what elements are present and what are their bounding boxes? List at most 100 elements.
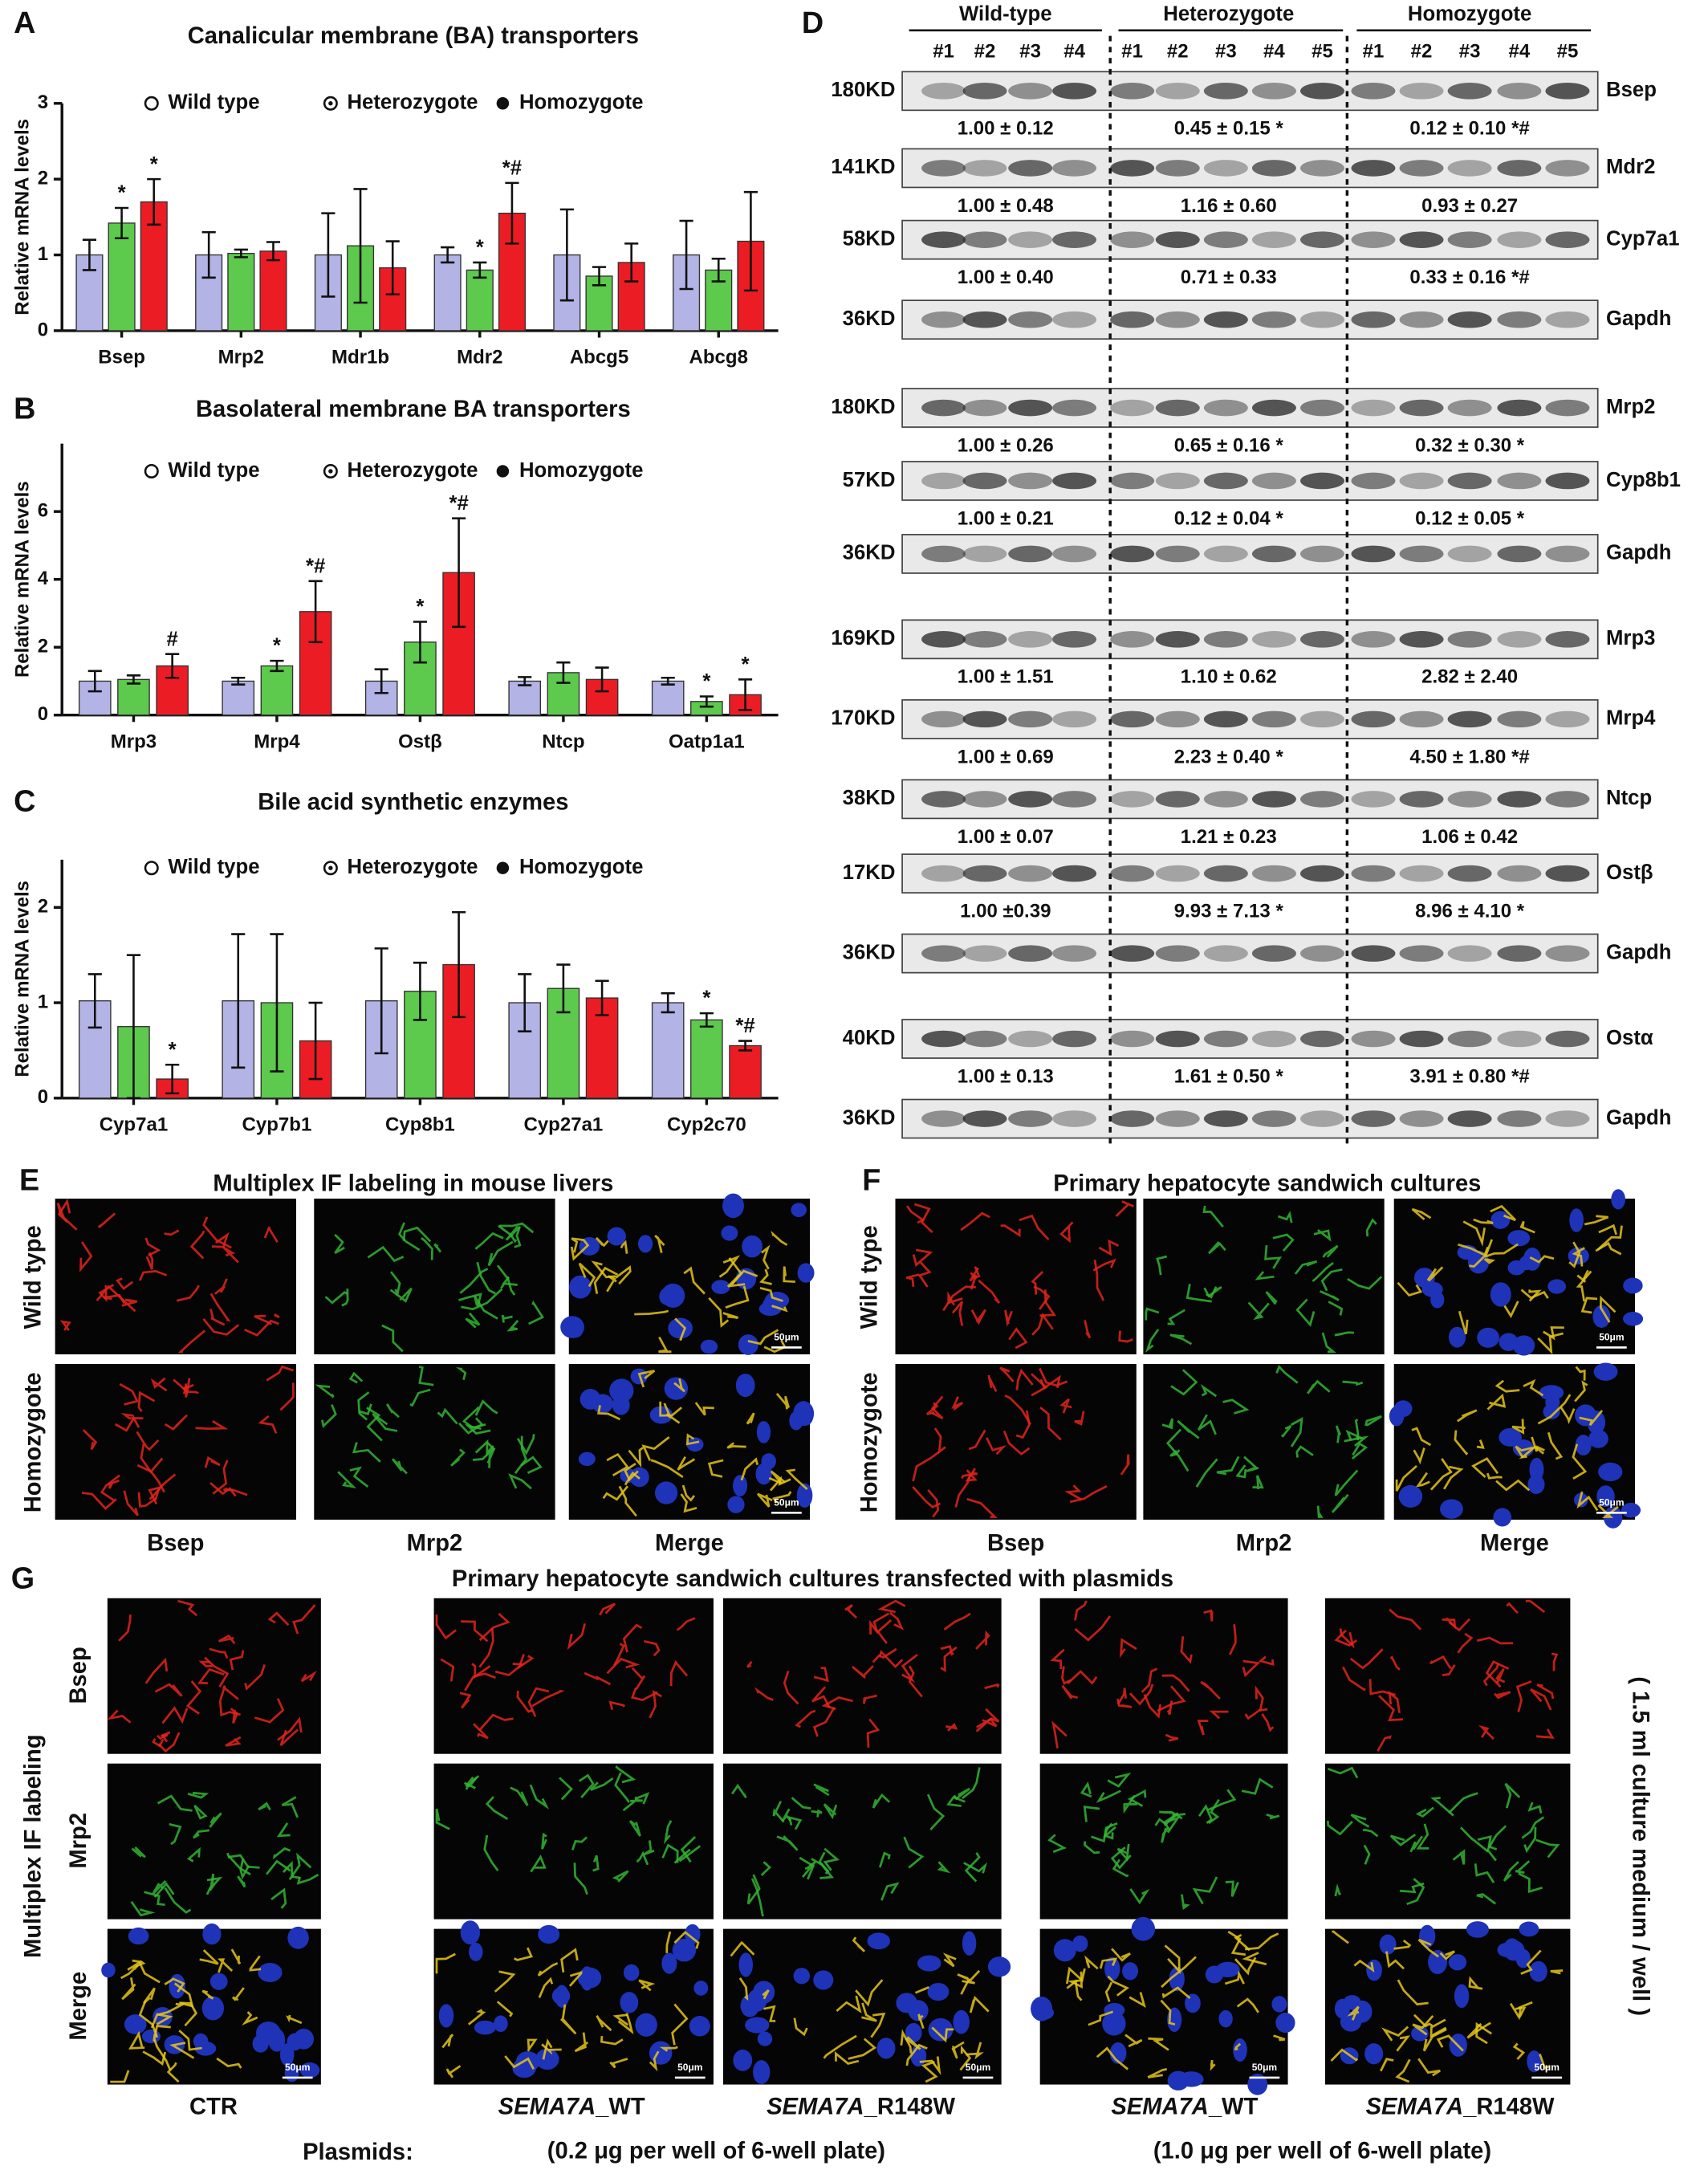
stained-canaliculus bbox=[1459, 1826, 1489, 1853]
gene-name: SEMA7A bbox=[767, 2094, 864, 2119]
stained-canaliculus bbox=[324, 1291, 348, 1305]
dose-label: (0.2 μg per well of 6-well plate) bbox=[547, 2138, 885, 2164]
molecular-weight: 58KD bbox=[843, 227, 896, 250]
nucleus bbox=[1247, 2073, 1268, 2095]
molecular-weight: 38KD bbox=[843, 787, 896, 809]
nucleus bbox=[1623, 1277, 1643, 1294]
stained-canaliculus bbox=[418, 1366, 434, 1386]
micrograph bbox=[1324, 1598, 1571, 1754]
stained-canaliculus bbox=[1120, 1454, 1130, 1476]
stained-canaliculus bbox=[458, 1417, 484, 1435]
stained-canaliculus bbox=[218, 1700, 241, 1717]
stained-canaliculus bbox=[1560, 1406, 1576, 1425]
stained-canaliculus bbox=[1429, 1655, 1452, 1670]
legend-label: Homozygote bbox=[519, 92, 643, 114]
stained-canaliculus bbox=[1378, 1695, 1403, 1722]
stained-canaliculus bbox=[1412, 2015, 1434, 2036]
stained-canaliculus bbox=[1316, 1505, 1324, 1518]
stained-canaliculus bbox=[153, 2039, 172, 2070]
nucleus bbox=[299, 2062, 320, 2078]
error-bar bbox=[518, 676, 532, 686]
nucleus bbox=[722, 1193, 744, 1219]
blot-band bbox=[1399, 472, 1444, 490]
stained-canaliculus bbox=[1202, 1205, 1224, 1227]
stained-canaliculus bbox=[1362, 1828, 1379, 1838]
error-bar bbox=[595, 666, 609, 693]
stained-canaliculus bbox=[263, 1226, 279, 1244]
stained-canaliculus bbox=[348, 1371, 364, 1384]
blot-band bbox=[1110, 791, 1155, 808]
stained-canaliculus bbox=[485, 1796, 509, 1821]
stained-canaliculus bbox=[1520, 1949, 1542, 1975]
micrograph bbox=[107, 1763, 321, 1920]
error-bar bbox=[595, 979, 609, 1016]
blot-band bbox=[1008, 231, 1053, 248]
stained-canaliculus bbox=[1518, 1872, 1543, 1894]
stained-canaliculus bbox=[570, 1240, 590, 1261]
blot-band bbox=[1203, 160, 1248, 177]
stained-canaliculus bbox=[508, 1473, 532, 1490]
stained-canaliculus bbox=[402, 1226, 432, 1243]
blot-band bbox=[962, 231, 1007, 248]
stained-canaliculus bbox=[474, 1295, 498, 1320]
stained-canaliculus bbox=[1050, 1648, 1065, 1669]
nucleus bbox=[1623, 1312, 1644, 1326]
stained-canaliculus bbox=[746, 1874, 761, 1905]
blot-band bbox=[1110, 83, 1155, 100]
nucleus bbox=[1569, 1208, 1584, 1232]
significance-mark: * bbox=[702, 987, 710, 1010]
nucleus bbox=[460, 1920, 481, 1945]
blot-band bbox=[1008, 1110, 1053, 1127]
stained-canaliculus bbox=[1466, 2021, 1491, 2039]
stained-canaliculus bbox=[1422, 2028, 1447, 2052]
micrograph-background bbox=[1143, 1199, 1385, 1355]
stained-canaliculus bbox=[870, 2012, 886, 2038]
stained-canaliculus bbox=[1334, 1469, 1359, 1496]
stained-canaliculus bbox=[844, 1604, 858, 1619]
stained-canaliculus bbox=[1476, 1893, 1497, 1905]
stained-canaliculus bbox=[1335, 1425, 1342, 1443]
stained-canaliculus bbox=[592, 1854, 600, 1872]
stained-canaliculus bbox=[341, 1289, 349, 1307]
stained-canaliculus bbox=[930, 1395, 944, 1420]
blot-band bbox=[921, 945, 966, 962]
stained-canaliculus bbox=[978, 1279, 1001, 1304]
nucleus bbox=[101, 1962, 116, 1978]
stained-canaliculus bbox=[1096, 2046, 1129, 2070]
blot-band bbox=[1497, 472, 1542, 490]
nucleus bbox=[635, 2013, 657, 2037]
stained-canaliculus bbox=[1471, 1457, 1499, 1478]
stained-canaliculus bbox=[746, 1661, 753, 1668]
stained-canaliculus bbox=[128, 2030, 145, 2050]
nucleus bbox=[684, 1924, 701, 1944]
nucleus bbox=[1053, 1939, 1076, 1962]
stained-canaliculus bbox=[1458, 1310, 1469, 1335]
nucleus bbox=[1122, 1962, 1139, 1981]
stained-canaliculus bbox=[1039, 1407, 1062, 1441]
stained-canaliculus bbox=[381, 1324, 404, 1353]
quantification: 1.21 ± 0.23 bbox=[1181, 826, 1277, 848]
blot-band bbox=[1251, 631, 1296, 648]
stained-canaliculus bbox=[905, 1273, 920, 1288]
protein-label: Gapdh bbox=[1606, 1106, 1671, 1129]
lane-label: #1 bbox=[1121, 41, 1143, 63]
stained-canaliculus bbox=[239, 1859, 250, 1880]
stained-canaliculus bbox=[1547, 1431, 1564, 1460]
blot-band bbox=[1447, 865, 1492, 882]
stained-canaliculus bbox=[97, 1212, 116, 1228]
blot-band bbox=[1351, 545, 1396, 563]
stained-canaliculus bbox=[568, 1971, 583, 1987]
stained-canaliculus bbox=[474, 1439, 494, 1456]
quantification: 1.00 ± 0.13 bbox=[958, 1065, 1054, 1087]
stained-canaliculus bbox=[1430, 1797, 1454, 1817]
stained-canaliculus bbox=[465, 1775, 480, 1790]
blot-band bbox=[962, 160, 1007, 177]
stained-canaliculus bbox=[1051, 1720, 1068, 1749]
stained-canaliculus bbox=[823, 1803, 838, 1820]
stained-canaliculus bbox=[878, 1650, 904, 1669]
stained-canaliculus bbox=[1529, 1255, 1555, 1264]
error-bar bbox=[743, 190, 758, 292]
y-axis-label: Relative mRNA levels bbox=[12, 481, 34, 678]
nucleus bbox=[733, 1475, 748, 1497]
variant-name: _R148W bbox=[1462, 2094, 1555, 2119]
